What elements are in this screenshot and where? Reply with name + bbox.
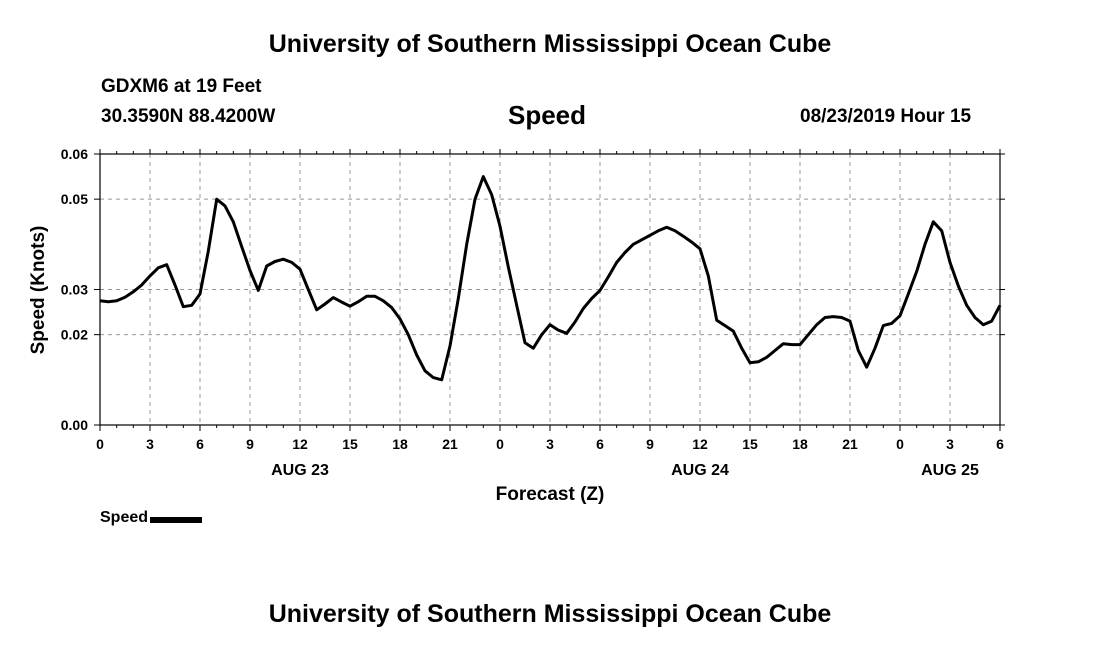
- y-axis-label: Speed (Knots): [28, 226, 49, 355]
- station-label: GDXM6 at 19 Feet: [101, 76, 262, 97]
- x-tick-label: 12: [292, 436, 308, 452]
- x-axis-label: Forecast (Z): [496, 484, 605, 505]
- legend: Speed: [100, 509, 203, 527]
- x-tick-label: 0: [896, 436, 904, 452]
- y-tick-label: 0.05: [61, 191, 88, 207]
- date-label: AUG 25: [921, 462, 979, 479]
- x-tick-label: 9: [246, 436, 254, 452]
- footer-title: University of Southern Mississippi Ocean…: [268, 600, 832, 628]
- chart-title: Speed: [508, 100, 587, 130]
- x-tick-label: 12: [692, 436, 708, 452]
- x-tick-label: 6: [596, 436, 604, 452]
- x-tick-label: 18: [792, 436, 808, 452]
- x-tick-label: 0: [496, 436, 504, 452]
- grid: [100, 154, 1000, 425]
- x-tick-label: 9: [646, 436, 654, 452]
- x-tick-label: 6: [196, 436, 204, 452]
- x-tick-label: 6: [996, 436, 1004, 452]
- y-tick-label: 0.00: [61, 417, 88, 433]
- coordinates-label: 30.3590N 88.4200W: [101, 106, 276, 127]
- x-tick-label: 21: [842, 436, 858, 452]
- datetime-label: 08/23/2019 Hour 15: [800, 106, 972, 127]
- x-tick-label: 3: [546, 436, 554, 452]
- y-tick-label: 0.02: [61, 327, 88, 343]
- y-tick-label: 0.03: [61, 282, 88, 298]
- legend-line-swatch: [150, 516, 203, 523]
- y-tick-label: 0.06: [61, 146, 88, 162]
- x-tick-label: 15: [742, 436, 758, 452]
- main-title: University of Southern Mississippi Ocean…: [268, 30, 832, 58]
- date-label: AUG 24: [671, 462, 729, 479]
- x-tick-label: 18: [392, 436, 408, 452]
- x-tick-label: 0: [96, 436, 104, 452]
- x-tick-label: 21: [442, 436, 458, 452]
- speed-series-line: [99, 175, 1002, 382]
- axis-labels: 0 3 6 9 12 15 18 21 0 3 6 9 12 15 18 21 0 3 6 0.00 0.02 0.03 0…: [61, 146, 1004, 479]
- x-tick-label: 3: [946, 436, 954, 452]
- x-tick-label: 3: [146, 436, 154, 452]
- legend-label: Speed: [100, 509, 149, 526]
- date-label: AUG 23: [271, 462, 329, 479]
- axis-ticks: [94, 149, 1005, 431]
- x-tick-label: 15: [342, 436, 358, 452]
